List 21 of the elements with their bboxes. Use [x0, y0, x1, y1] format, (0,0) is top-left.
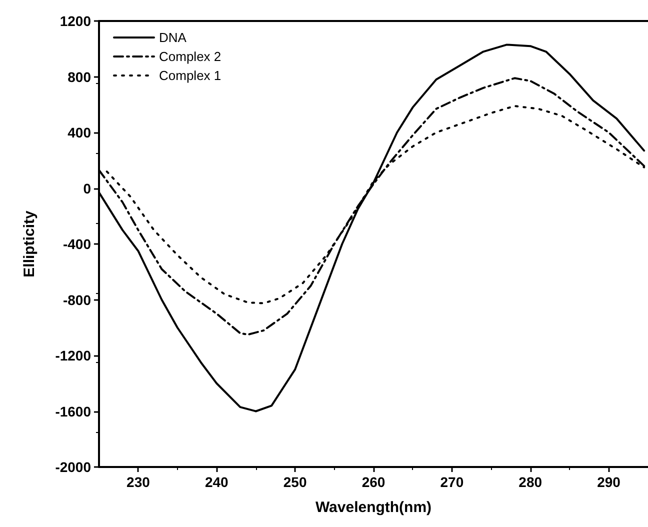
x-tick-label: 260	[362, 474, 386, 490]
y-tick-label: 0	[83, 180, 92, 196]
legend-label: DNA	[159, 30, 187, 45]
y-tick-label: 1200	[60, 13, 92, 29]
x-axis-title: Wavelength(nm)	[315, 499, 432, 516]
y-tick-label: -1200	[55, 348, 92, 364]
x-tick-label: 240	[204, 474, 229, 490]
x-tick-label: 230	[126, 474, 150, 490]
legend-label: Complex 1	[159, 68, 222, 83]
y-tick-label: 800	[68, 68, 92, 85]
y-tick-label: -1600	[55, 403, 92, 420]
y-tick-label: -800	[62, 292, 92, 308]
x-tick-label: 280	[518, 474, 542, 490]
y-axis-title: Ellipticity	[21, 210, 38, 278]
x-tick-label: 250	[283, 474, 307, 490]
y-tick-label: -400	[62, 236, 92, 252]
x-tick-label: 290	[597, 474, 621, 490]
legend-label: Complex 2	[159, 49, 222, 64]
y-tick-label: -2000	[55, 459, 92, 475]
y-tick-label: 400	[68, 124, 92, 140]
x-tick-label: 270	[440, 474, 464, 490]
